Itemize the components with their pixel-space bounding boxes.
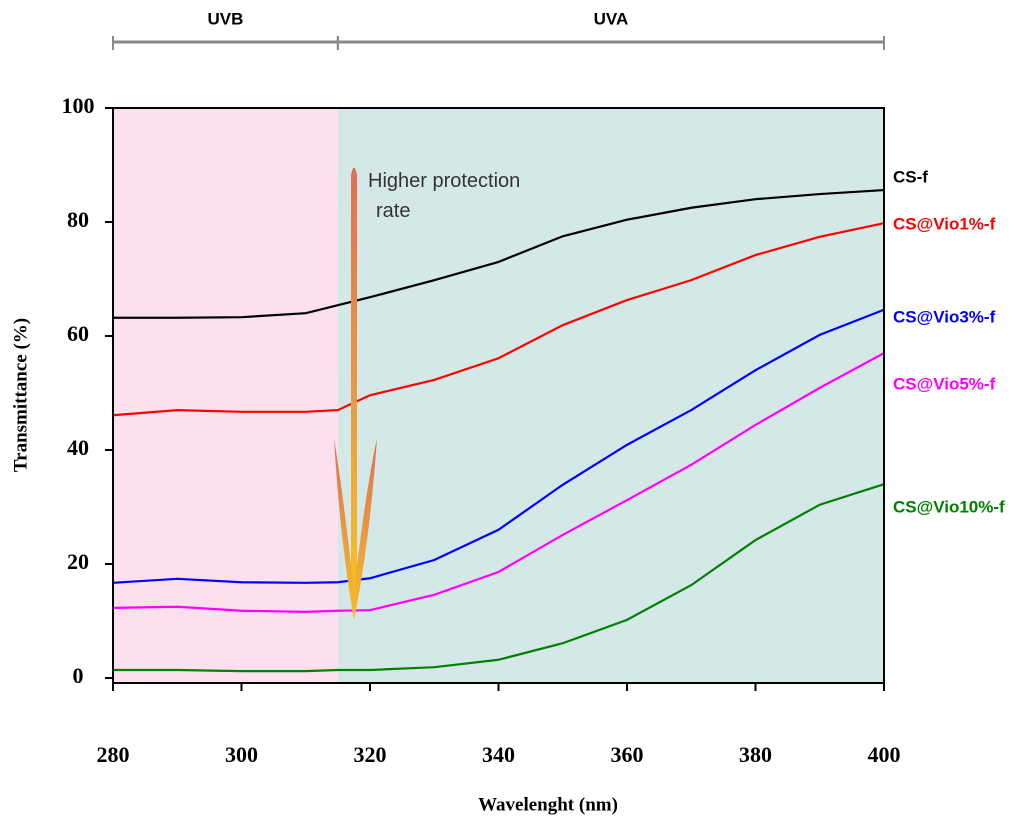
x-tick-label: 300 — [225, 742, 258, 767]
arrow — [334, 167, 377, 620]
annotation: Higher protection rate — [368, 170, 520, 222]
x-tick-label: 340 — [482, 742, 515, 767]
legend-label: CS@Vio3%-f — [893, 307, 996, 326]
region-band — [337, 108, 884, 683]
y-tick-label: 80 — [67, 207, 89, 232]
legend-label: CS@Vio10%-f — [893, 497, 1005, 516]
legend-label: CS-f — [893, 167, 928, 186]
x-axis-title: Wavelenght (nm) — [478, 794, 618, 815]
y-tick-label: 60 — [67, 321, 89, 346]
series-line — [112, 222, 885, 417]
legend-label: CS@Vio5%-f — [893, 374, 996, 393]
legend-label: CS@Vio1%-f — [893, 214, 996, 233]
y-axis-title: Transmittance (%) — [10, 318, 31, 472]
x-tick-label: 380 — [739, 742, 772, 767]
series-line — [113, 188, 885, 319]
series-line — [112, 352, 885, 613]
y-tick-label: 20 — [67, 549, 89, 574]
y-tick-label: 40 — [67, 435, 89, 460]
y-tick-label: 0 — [73, 663, 84, 688]
x-tick-label: 360 — [611, 742, 644, 767]
y-tick-label: 100 — [62, 93, 95, 118]
x-tick-label: 320 — [354, 742, 387, 767]
x-tick-label: 280 — [97, 742, 130, 767]
series-line — [112, 308, 885, 584]
series-line — [113, 483, 885, 673]
region-label: UVA — [594, 9, 629, 28]
region-band — [113, 108, 338, 683]
region-label: UVB — [207, 9, 243, 28]
x-tick-label: 400 — [868, 742, 901, 767]
